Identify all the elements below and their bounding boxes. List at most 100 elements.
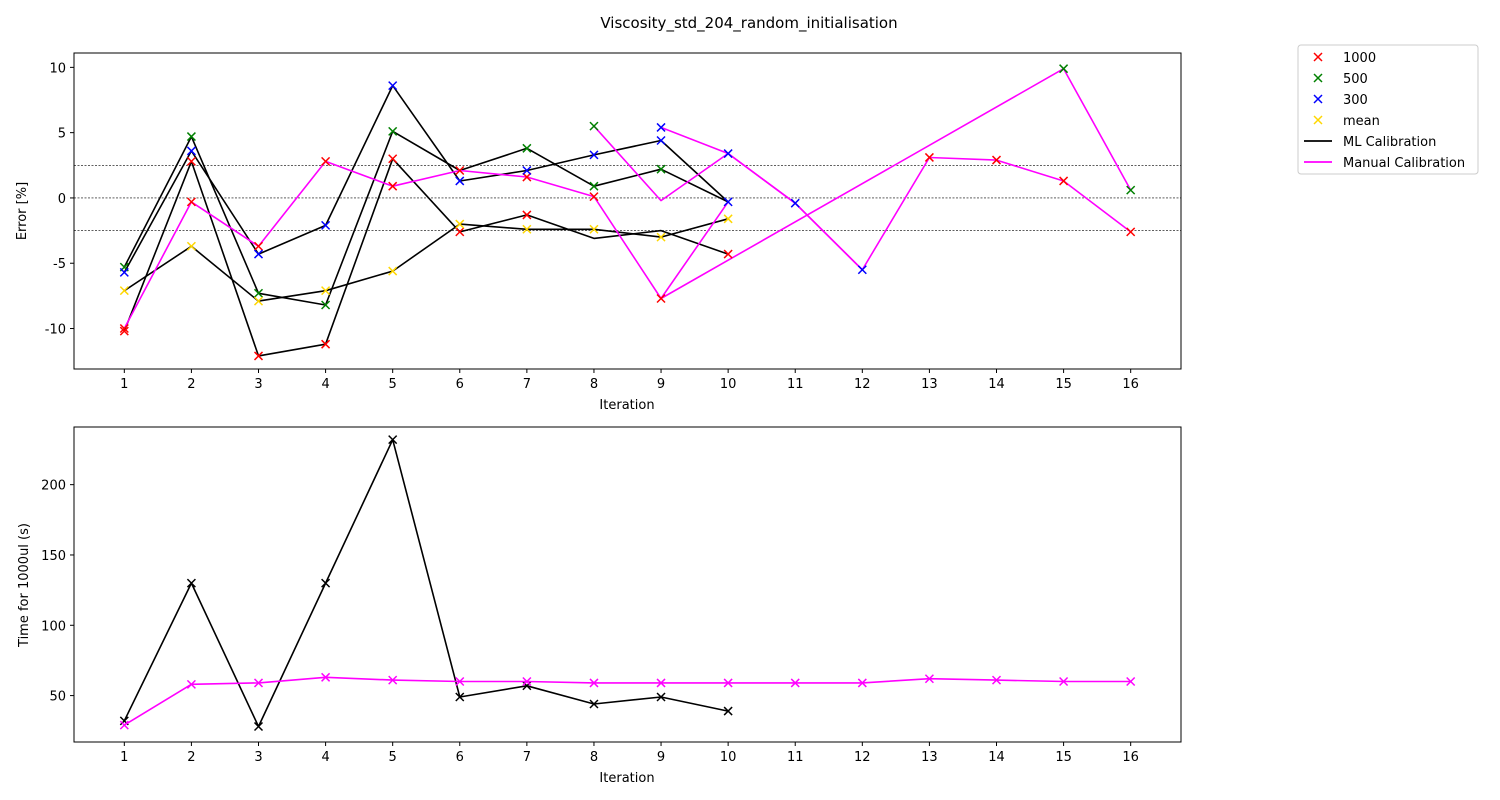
series-mean-point-7 xyxy=(589,224,599,234)
manual-calibration-time-point-4 xyxy=(388,675,398,685)
series-300-point-6 xyxy=(522,165,532,176)
series-1000-point-6 xyxy=(522,210,532,220)
series-1000-point-13-stroke-b xyxy=(522,172,532,182)
time-xtick-label-15: 15 xyxy=(1055,750,1072,765)
series-mean-markers xyxy=(119,214,733,306)
legend-entry-5: Manual Calibration xyxy=(1304,156,1465,171)
series-500-point-5 xyxy=(522,143,532,153)
error-xtick-label-4: 4 xyxy=(321,377,329,392)
series-300-point-0-stroke-b xyxy=(119,267,129,277)
time-xtick-label-11: 11 xyxy=(787,750,804,765)
series-500-point-3 xyxy=(321,300,331,310)
manual-calibration-time-point-3 xyxy=(321,672,331,682)
time-xtick-label-9: 9 xyxy=(657,750,665,765)
time-plot-area xyxy=(119,435,1136,732)
error-ytick-label-5: 5 xyxy=(58,127,66,142)
manual-calibration-time-point-0 xyxy=(119,720,129,730)
manual-calibration-time-point-8 xyxy=(656,678,666,688)
time-xtick-label-16: 16 xyxy=(1122,750,1139,765)
series-mean-point-4-stroke-b xyxy=(388,266,398,276)
series-1000-point-16-stroke-b xyxy=(723,249,733,259)
error-xtick-label-6: 6 xyxy=(456,377,464,392)
series-1000-point-0-stroke-b xyxy=(119,326,129,336)
series-300-point-4-stroke-b xyxy=(388,81,398,91)
legend-label-1: 500 xyxy=(1343,72,1368,87)
legend-frame xyxy=(1297,44,1479,175)
series-1000-point-7 xyxy=(119,323,129,334)
error-xtick-label-1: 1 xyxy=(120,377,128,392)
time-xtick-label-14: 14 xyxy=(988,750,1005,765)
series-300-point-12 xyxy=(790,198,800,208)
legend-label-4: ML Calibration xyxy=(1343,135,1436,150)
manual-calibration-time-point-5 xyxy=(455,677,465,687)
legend: 1000 500 300 mean ML Calibration Manual Calib… xyxy=(1297,44,1479,175)
manual-calibration-time-point-1-stroke-b xyxy=(186,679,196,689)
series-1000-point-11 xyxy=(388,181,398,191)
series-300-point-6-stroke-b xyxy=(522,165,532,176)
legend-entry-0: 1000 xyxy=(1313,51,1376,66)
series-mean-point-9 xyxy=(723,214,733,224)
legend-entry-1: 500 xyxy=(1313,72,1368,87)
ml-calibration-line-0 xyxy=(123,158,729,357)
series-mean-point-8-stroke-b xyxy=(656,232,666,242)
series-1000-point-10-stroke-b xyxy=(321,156,331,166)
ml-calibration-time-point-2-stroke-b xyxy=(253,722,264,732)
series-300-point-7-stroke-b xyxy=(589,150,599,160)
ml-calibration-time-point-4 xyxy=(388,435,398,445)
manual-calibration-time-markers xyxy=(119,672,1136,730)
manual-calibration-time-point-13-stroke-b xyxy=(991,675,1002,685)
series-1000-point-20 xyxy=(1126,227,1136,237)
series-mean-point-3-stroke-b xyxy=(321,286,331,296)
manual-calibration-time-point-10-stroke-b xyxy=(790,678,800,688)
series-mean-point-6 xyxy=(522,224,532,234)
manual-calibration-time-point-1 xyxy=(186,679,196,689)
manual-calibration-time-point-15 xyxy=(1126,677,1136,687)
legend-marker-1-stroke-b xyxy=(1313,73,1323,83)
manual-calibration-time-point-9-stroke-b xyxy=(723,678,733,688)
series-500-point-9 xyxy=(1059,64,1069,74)
series-300-markers xyxy=(119,81,867,277)
manual-calibration-line-0 xyxy=(123,160,729,329)
error-ytick-label-10: 10 xyxy=(49,61,66,76)
series-1000-point-18 xyxy=(991,155,1002,165)
series-500-point-6 xyxy=(589,181,599,191)
time-xtick-label-7: 7 xyxy=(523,750,531,765)
series-500-point-4-stroke-b xyxy=(388,126,398,136)
legend-label-5: Manual Calibration xyxy=(1343,156,1465,171)
series-500-point-2-stroke-b xyxy=(253,288,264,298)
ml-calibration-time-point-2 xyxy=(253,722,264,732)
error-xtick-label-7: 7 xyxy=(523,377,531,392)
series-mean-point-1-stroke-b xyxy=(186,241,196,251)
ml-calibration-line-3 xyxy=(123,218,729,302)
series-500-point-1 xyxy=(186,132,196,142)
time-ytick-label-150: 150 xyxy=(41,549,66,564)
manual-calibration-time-point-6-stroke-b xyxy=(522,677,532,687)
series-500-point-10-stroke-b xyxy=(1126,185,1136,195)
series-300-point-2-stroke-b xyxy=(253,249,264,259)
error-xtick-label-2: 2 xyxy=(187,377,195,392)
legend-marker-3 xyxy=(1313,115,1323,125)
series-300-point-1 xyxy=(186,146,196,156)
series-500-point-8-stroke-b xyxy=(589,121,599,131)
series-300-point-2 xyxy=(253,249,264,259)
manual-calibration-time-point-13 xyxy=(991,675,1002,685)
series-1000-point-10 xyxy=(321,156,331,166)
series-mean-point-0 xyxy=(119,286,129,296)
series-300-point-13-stroke-b xyxy=(857,265,867,275)
ml-calibration-time-point-7 xyxy=(589,699,599,709)
ml-calibration-time-point-5 xyxy=(455,692,465,702)
error-xtick-label-13: 13 xyxy=(921,377,938,392)
legend-entry-2: 300 xyxy=(1313,93,1368,108)
series-300-point-9-stroke-b xyxy=(656,122,666,132)
manual-calibration-time-point-8-stroke-b xyxy=(656,678,666,688)
series-300-point-12-stroke-b xyxy=(790,198,800,208)
ml-calibration-time-markers xyxy=(119,435,733,732)
series-500-point-7 xyxy=(656,164,666,174)
series-mean-point-7-stroke-b xyxy=(589,224,599,234)
series-300-point-5 xyxy=(455,176,465,186)
series-300-point-7 xyxy=(589,150,599,160)
series-1000-point-11-stroke-b xyxy=(388,181,398,191)
manual-calibration-time-point-15-stroke-b xyxy=(1126,677,1136,687)
ml-calibration-time-point-5-stroke-b xyxy=(455,692,465,702)
